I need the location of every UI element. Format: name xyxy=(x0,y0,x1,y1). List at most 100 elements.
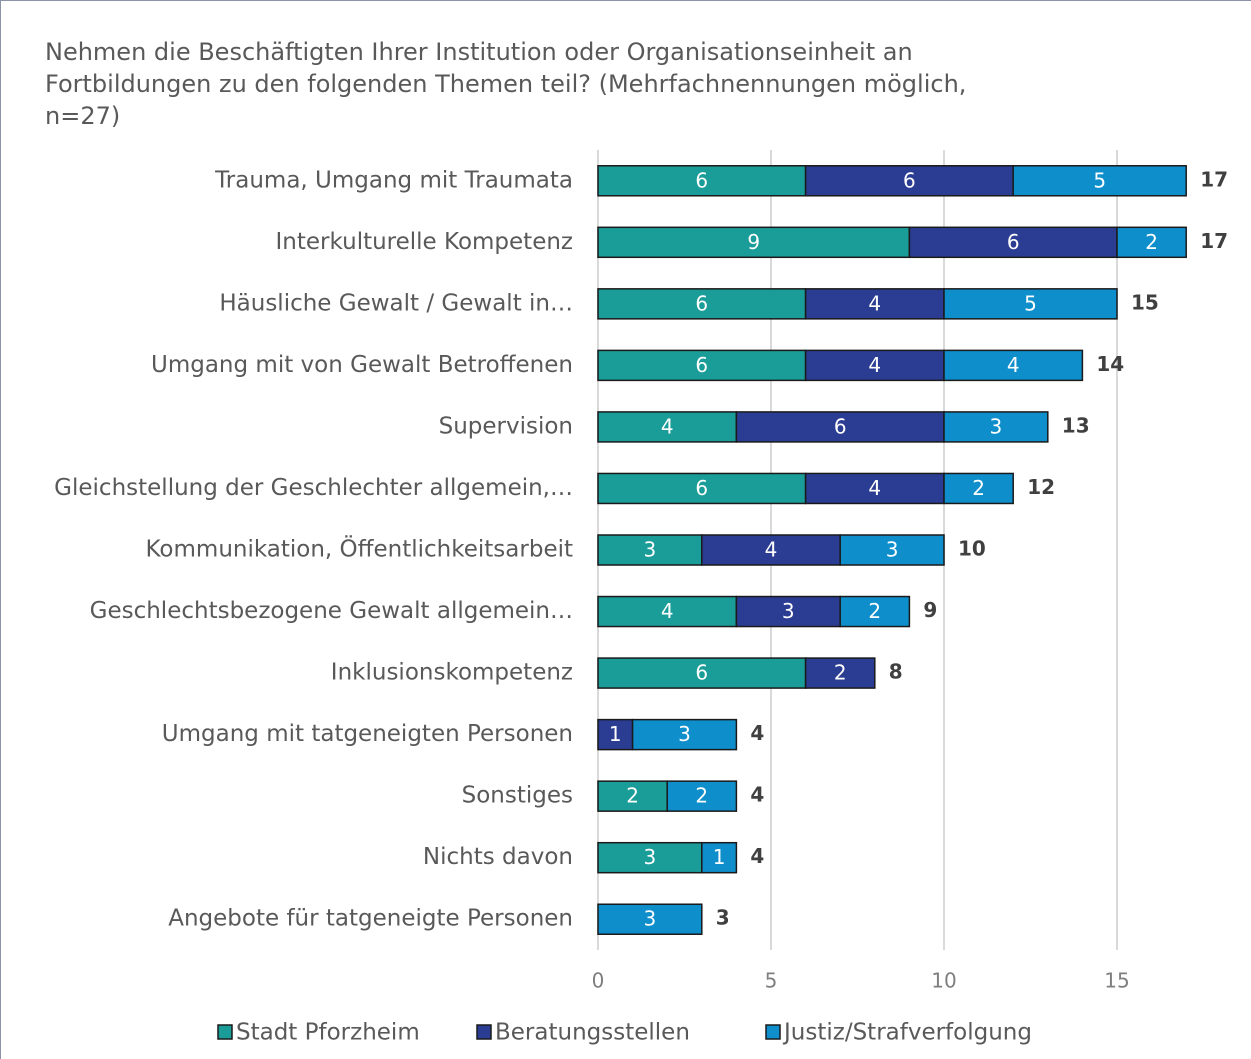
data-label: 5 xyxy=(1093,168,1106,192)
data-label: 1 xyxy=(713,845,726,869)
total-label: 8 xyxy=(889,660,903,684)
bar-segment xyxy=(804,165,1014,197)
total-label: 17 xyxy=(1200,167,1228,191)
total-label: 9 xyxy=(923,598,937,622)
bar-segment xyxy=(735,411,945,443)
total-label: 14 xyxy=(1096,352,1124,376)
data-label: 2 xyxy=(972,476,985,500)
data-label: 3 xyxy=(644,538,657,562)
y-tick-label: Inklusionskompetenz xyxy=(331,660,573,686)
bar-segment xyxy=(597,411,738,443)
data-label: 6 xyxy=(695,476,708,500)
y-tick-label: Gleichstellung der Geschlechter allgemei… xyxy=(54,475,573,501)
bar-segment xyxy=(804,657,876,689)
legend-swatch xyxy=(217,1024,233,1040)
data-label: 1 xyxy=(609,722,622,746)
data-label: 6 xyxy=(1007,230,1020,254)
bar-segment xyxy=(597,903,703,935)
bar-segment xyxy=(597,226,911,259)
bar-segment xyxy=(597,657,807,689)
total-label: 4 xyxy=(750,844,764,868)
y-tick-label: Sonstiges xyxy=(462,783,573,809)
data-label: 2 xyxy=(834,661,847,685)
total-label: 10 xyxy=(958,537,986,561)
bar-segment xyxy=(804,349,945,382)
bar-segment xyxy=(839,595,911,628)
bar-segment xyxy=(701,841,738,874)
data-label: 4 xyxy=(868,353,881,377)
total-label: 12 xyxy=(1027,475,1055,499)
y-tick-label: Geschlechtsbezogene Gewalt allgemein… xyxy=(90,598,573,624)
bar-segment xyxy=(943,411,1049,443)
data-label: 3 xyxy=(782,599,795,623)
bar-segment xyxy=(597,349,807,382)
data-label: 3 xyxy=(990,414,1003,438)
total-label: 4 xyxy=(750,721,764,745)
data-label: 3 xyxy=(644,907,657,931)
chart-title: Nehmen die Beschäftigten Ihrer Instituti… xyxy=(45,38,967,130)
data-label: 2 xyxy=(695,784,708,808)
y-tick-label: Supervision xyxy=(439,413,573,439)
y-tick-label: Häusliche Gewalt / Gewalt in… xyxy=(219,290,573,316)
legend-swatch xyxy=(765,1024,781,1040)
legend-label: Stadt Pforzheim xyxy=(236,1020,420,1046)
data-label: 2 xyxy=(868,599,881,623)
data-label: 6 xyxy=(903,168,916,192)
legend-label: Beratungsstellen xyxy=(495,1020,690,1046)
y-tick-label: Kommunikation, Öffentlichkeitsarbeit xyxy=(146,535,574,563)
bar-segment xyxy=(1116,226,1187,259)
data-label: 4 xyxy=(661,599,674,623)
data-label: 3 xyxy=(644,845,657,869)
bar-segment xyxy=(597,288,807,320)
data-label: 6 xyxy=(834,414,847,438)
data-label: 6 xyxy=(695,661,708,685)
x-tick-label: 10 xyxy=(931,969,956,993)
bar-segment xyxy=(1012,165,1187,197)
bar-segment xyxy=(597,472,807,505)
data-label: 3 xyxy=(678,722,691,746)
data-label: 4 xyxy=(1007,353,1020,377)
total-label: 4 xyxy=(750,783,764,807)
data-label: 3 xyxy=(886,538,899,562)
data-label: 6 xyxy=(695,291,708,315)
y-tick-label: Umgang mit von Gewalt Betroffenen xyxy=(151,352,573,378)
legend-swatch xyxy=(476,1024,492,1040)
total-label: 15 xyxy=(1131,290,1159,314)
data-label: 4 xyxy=(868,476,881,500)
bar-segment xyxy=(701,534,841,566)
y-tick-label: Umgang mit tatgeneigten Personen xyxy=(162,721,573,747)
bar-segment xyxy=(666,780,738,812)
bar-segment xyxy=(908,226,1118,259)
total-label: 17 xyxy=(1200,229,1228,253)
y-tick-label: Trauma, Umgang mit Traumata xyxy=(214,167,573,193)
data-label: 2 xyxy=(1145,230,1158,254)
x-tick-label: 15 xyxy=(1104,969,1129,993)
total-label: 3 xyxy=(716,906,730,930)
bar-segment xyxy=(943,288,1118,320)
bar-segment xyxy=(839,534,945,566)
x-tick-label: 5 xyxy=(765,969,778,993)
bar-segment xyxy=(597,534,703,566)
data-label: 4 xyxy=(661,414,674,438)
legend-label: Justiz/Strafverfolgung xyxy=(782,1020,1032,1046)
bar-segment xyxy=(597,841,703,874)
bar-segment xyxy=(943,349,1084,382)
y-tick-label: Angebote für tatgeneigte Personen xyxy=(168,906,573,932)
bar-segment xyxy=(631,718,738,751)
x-tick-label: 0 xyxy=(592,969,605,993)
data-label: 6 xyxy=(695,168,708,192)
bar-segment xyxy=(597,595,738,628)
data-label: 2 xyxy=(626,784,639,808)
y-tick-label: Interkulturelle Kompetenz xyxy=(276,229,573,255)
bar-segment xyxy=(943,472,1014,505)
y-tick-label: Nichts davon xyxy=(423,844,573,870)
data-label: 5 xyxy=(1024,291,1037,315)
bar-segment xyxy=(804,472,945,505)
total-label: 13 xyxy=(1062,413,1090,437)
data-label: 4 xyxy=(765,538,778,562)
data-label: 9 xyxy=(747,230,760,254)
data-label: 4 xyxy=(868,291,881,315)
